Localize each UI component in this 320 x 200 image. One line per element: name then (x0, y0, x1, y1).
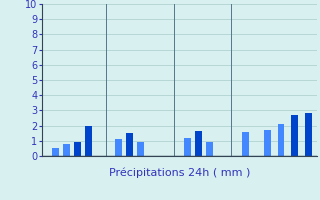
Bar (126, 133, 133, 156)
X-axis label: Précipitations 24h ( mm ): Précipitations 24h ( mm ) (108, 167, 250, 178)
Bar (242, 132, 249, 156)
Bar (74, 142, 81, 156)
Bar (277, 124, 284, 156)
Bar (206, 142, 213, 156)
Bar (184, 138, 191, 156)
Bar (63, 144, 70, 156)
Bar (85, 126, 92, 156)
Bar (305, 113, 312, 156)
Bar (52, 148, 59, 156)
Bar (264, 130, 271, 156)
Bar (115, 139, 122, 156)
Bar (291, 115, 298, 156)
Bar (195, 131, 202, 156)
Bar (137, 142, 144, 156)
